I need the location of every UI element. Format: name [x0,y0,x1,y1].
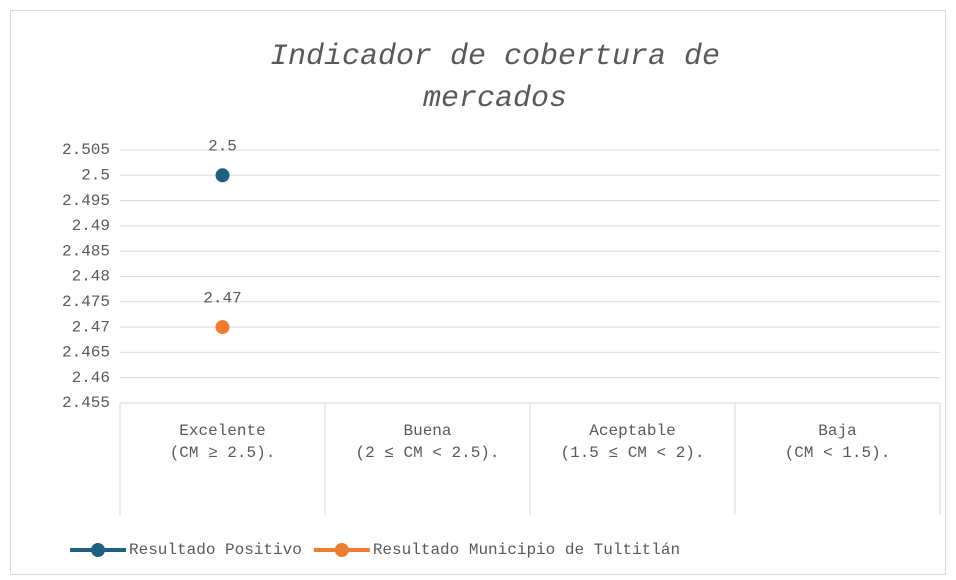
x-tick-label: Aceptable (1.5 ≤ CM < 2). [560,422,705,462]
y-tick-label: 2.485 [62,242,110,260]
legend-label: Resultado Positivo [129,541,302,559]
legend-marker [334,543,349,557]
chart-title: Indicador de cobertura de mercados [269,40,721,116]
y-tick-label: 2.505 [62,141,110,159]
legend-label: Resultado Municipio de Tultitlán [373,541,680,559]
x-tick-label: Excelente (CM ≥ 2.5). [169,422,276,462]
y-tick-label: 2.46 [72,369,110,387]
marker [215,168,230,183]
y-tick-label: 2.49 [72,217,110,235]
y-tick-label: 2.5 [81,167,110,185]
data-label: 2.47 [203,289,241,307]
y-tick-label: 2.475 [62,293,110,311]
x-tick-label: Baja (CM < 1.5). [784,422,891,462]
x-tick-label: Buena (2 ≤ CM < 2.5). [355,422,500,462]
marker [215,320,230,335]
y-tick-label: 2.495 [62,192,110,210]
legend-marker [91,543,105,557]
y-tick-label: 2.48 [72,268,110,286]
y-tick-label: 2.465 [62,344,110,362]
data-label: 2.5 [208,138,237,156]
y-tick-label: 2.455 [62,394,110,412]
y-tick-label: 2.47 [72,318,110,336]
chart-border [10,10,946,575]
